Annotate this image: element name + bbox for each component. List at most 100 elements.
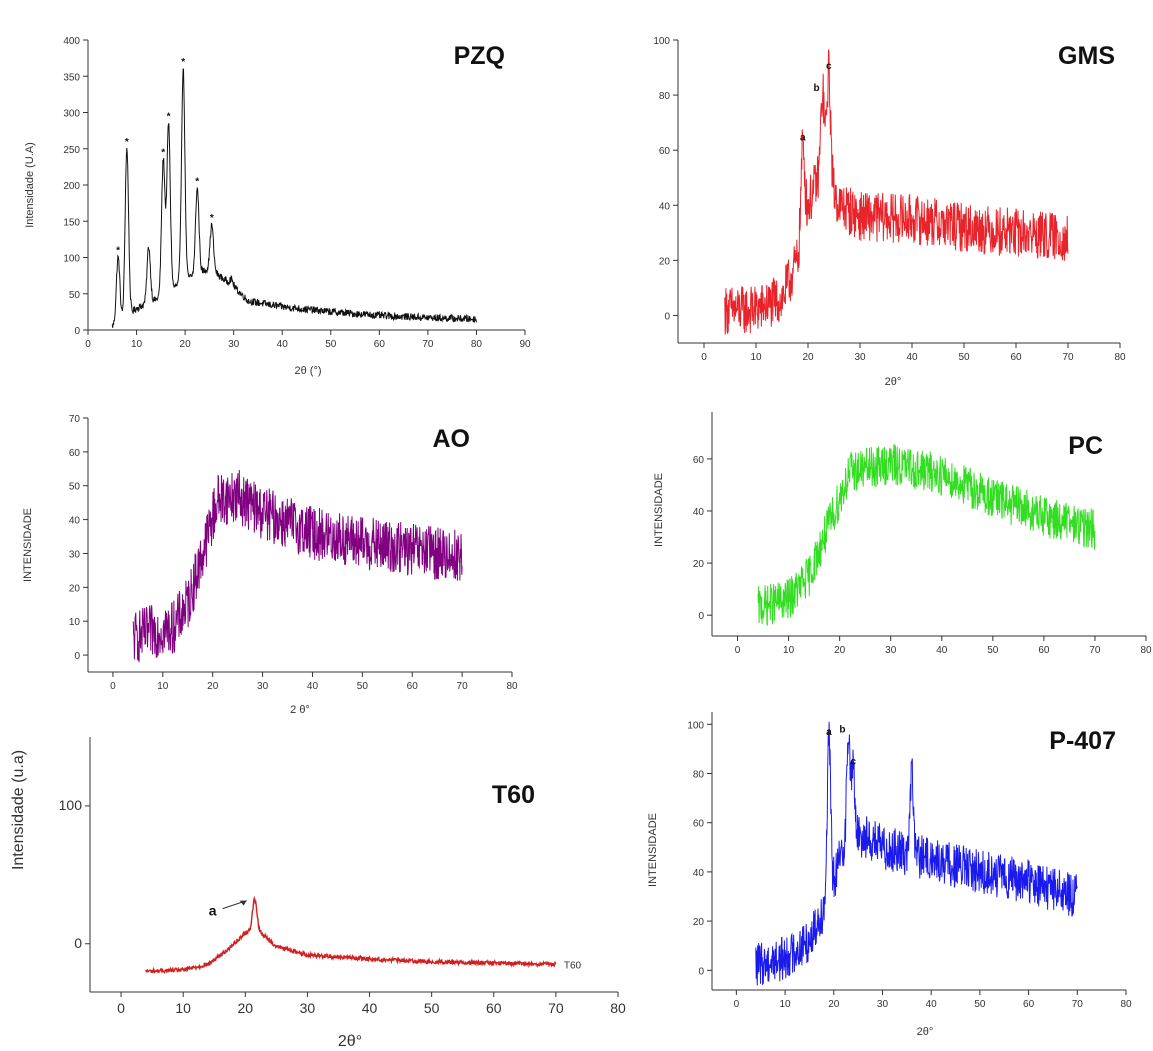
x-tick-label: 20 xyxy=(180,339,192,350)
x-tick-label: 40 xyxy=(926,999,938,1010)
y-tick-label: 80 xyxy=(659,91,671,102)
series-line-pc xyxy=(757,443,1096,627)
x-tick-label: 60 xyxy=(1023,999,1035,1010)
panel-title: T60 xyxy=(492,781,535,809)
x-axis-label: 2θ (°) xyxy=(294,365,321,377)
peak-label: * xyxy=(161,148,165,159)
peak-label: a xyxy=(826,727,832,738)
x-tick-label: 20 xyxy=(834,645,846,656)
x-tick-label: 10 xyxy=(175,1000,191,1016)
x-tick-label: 0 xyxy=(117,1000,125,1016)
x-tick-label: 70 xyxy=(548,1000,564,1016)
x-tick-label: 40 xyxy=(906,352,918,363)
x-tick-label: 80 xyxy=(1140,645,1152,656)
x-tick-label: 70 xyxy=(1072,999,1084,1010)
x-tick-label: 10 xyxy=(131,339,143,350)
y-tick-label: 40 xyxy=(693,868,705,879)
y-tick-label: 20 xyxy=(693,917,705,928)
y-tick-label: 50 xyxy=(69,482,81,493)
y-tick-label: 50 xyxy=(69,290,81,301)
x-tick-label: 50 xyxy=(357,681,369,692)
panel-ao: 0 10 20 30 40 50 60 70 80 0 10 20 30 40 50 60 70 AO 2 θ° IN… xyxy=(22,414,518,716)
x-tick-label: 0 xyxy=(735,645,741,656)
y-tick-label: 60 xyxy=(693,819,705,830)
x-tick-label: 0 xyxy=(110,681,116,692)
y-tick-label: 300 xyxy=(63,109,80,120)
y-tick-label: 70 xyxy=(69,414,81,425)
series-end-label: T60 xyxy=(564,960,582,971)
panel-title: PZQ xyxy=(454,42,505,70)
x-tick-label: 30 xyxy=(300,1000,316,1016)
x-tick-label: 60 xyxy=(1010,352,1022,363)
y-tick-label: 40 xyxy=(693,507,705,518)
x-tick-label: 30 xyxy=(885,645,897,656)
peak-label: b xyxy=(839,725,845,736)
y-tick-label: 100 xyxy=(63,254,80,265)
peak-label: * xyxy=(210,213,214,224)
y-tick-label: 0 xyxy=(74,935,82,951)
y-tick-label: 0 xyxy=(74,651,80,662)
y-tick-label: 0 xyxy=(698,966,704,977)
x-tick-label: 60 xyxy=(1038,645,1050,656)
peak-label: * xyxy=(181,57,185,68)
x-tick-label: 70 xyxy=(457,681,469,692)
x-tick-label: 80 xyxy=(1114,352,1126,363)
y-tick-label: 150 xyxy=(63,217,80,228)
x-tick-label: 10 xyxy=(750,352,762,363)
y-tick-label: 100 xyxy=(59,797,83,813)
x-tick-label: 20 xyxy=(207,681,219,692)
x-tick-label: 30 xyxy=(257,681,269,692)
y-axis-label: Intensidade (U.A) xyxy=(24,142,36,228)
series-line-ao xyxy=(132,469,463,663)
x-tick-label: 0 xyxy=(85,339,91,350)
y-tick-label: 0 xyxy=(664,311,670,322)
x-tick-label: 50 xyxy=(987,645,999,656)
y-tick-label: 60 xyxy=(69,448,81,459)
y-tick-label: 400 xyxy=(63,36,80,47)
x-tick-label: 10 xyxy=(779,999,791,1010)
x-tick-label: 40 xyxy=(277,339,289,350)
panel-pzq: 0 10 20 30 40 50 60 70 80 90 0 50 100 150 200 250 300 350… xyxy=(24,36,531,377)
x-axis-label: 2θ° xyxy=(917,1026,934,1038)
x-tick-label: 50 xyxy=(424,1000,440,1016)
x-tick-label: 70 xyxy=(1089,645,1101,656)
x-tick-label: 10 xyxy=(157,681,169,692)
y-tick-label: 250 xyxy=(63,145,80,156)
y-tick-label: 0 xyxy=(74,326,80,337)
y-tick-label: 20 xyxy=(69,583,81,594)
panel-gms: 0 10 20 30 40 50 60 70 80 0 20 40 60 80 100 a bc GMS 2θ° xyxy=(653,36,1126,388)
x-tick-label: 20 xyxy=(802,352,814,363)
x-tick-label: 80 xyxy=(506,681,518,692)
x-tick-label: 70 xyxy=(1062,352,1074,363)
y-tick-label: 0 xyxy=(698,611,704,622)
x-tick-label: 90 xyxy=(519,339,531,350)
peak-label: a xyxy=(209,903,217,919)
x-tick-label: 80 xyxy=(1120,999,1132,1010)
x-tick-label: 30 xyxy=(877,999,889,1010)
y-tick-label: 100 xyxy=(687,720,704,731)
y-tick-label: 80 xyxy=(693,770,705,781)
panel-p407: 0 10 20 30 40 50 60 70 80 0 20 40 60 80 100 a b c P-407 2θ°… xyxy=(647,712,1132,1038)
y-axis-label: Intensidade (u.a) xyxy=(10,750,27,870)
x-tick-label: 0 xyxy=(734,999,740,1010)
x-tick-label: 30 xyxy=(228,339,240,350)
x-tick-label: 80 xyxy=(471,339,483,350)
x-tick-label: 60 xyxy=(374,339,386,350)
y-tick-label: 40 xyxy=(69,516,81,527)
y-tick-label: 100 xyxy=(653,36,670,47)
y-tick-label: 20 xyxy=(659,256,671,267)
x-axis-label: 2 θ° xyxy=(290,704,310,716)
peak-label: * xyxy=(195,177,199,188)
y-tick-label: 30 xyxy=(69,549,81,560)
peak-label: c xyxy=(826,61,832,72)
x-tick-label: 60 xyxy=(486,1000,502,1016)
x-tick-label: 30 xyxy=(854,352,866,363)
panel-title: PC xyxy=(1068,432,1103,460)
x-tick-label: 50 xyxy=(325,339,337,350)
x-tick-label: 60 xyxy=(407,681,419,692)
peak-label: a xyxy=(800,133,806,144)
series-line-p407 xyxy=(755,721,1078,986)
x-tick-label: 40 xyxy=(936,645,948,656)
panel-title: P-407 xyxy=(1049,727,1116,755)
x-tick-label: 80 xyxy=(610,1000,626,1016)
